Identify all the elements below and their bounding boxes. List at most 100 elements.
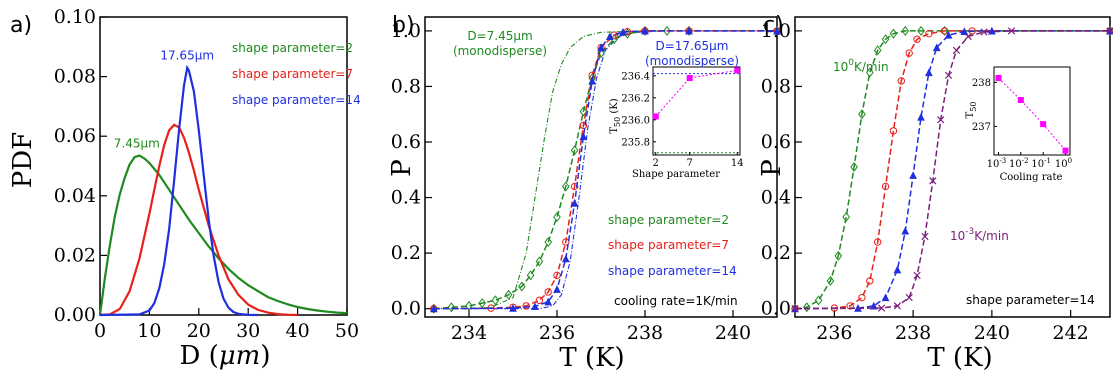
- panel-a-xtick-label: 40: [286, 320, 310, 342]
- panel-b-inset-frame: [652, 66, 741, 156]
- panel-c-inset-xtick-label: 10-1: [1031, 157, 1051, 170]
- panel-c-series-1-marker: [858, 293, 866, 302]
- panel-b-series-4-marker: [544, 297, 553, 306]
- panel-a-xtick-label: 10: [137, 320, 161, 342]
- panel-c-series-1-marker: [897, 77, 906, 85]
- panel-c-ylabel: P: [757, 159, 787, 177]
- panel-b-series-3-marker: [570, 182, 579, 191]
- panel-b-series-2-marker: [641, 25, 649, 36]
- panel-c-series-1-marker: [846, 302, 854, 310]
- panel-b-series-4-marker: [553, 285, 561, 293]
- panel-c-inset-xtick-label: 10-2: [1009, 157, 1029, 170]
- panel-b-series-4-marker: [597, 43, 605, 52]
- panel-c-annotation-rate-fast: 100K/min: [833, 58, 889, 74]
- panel-b-xtick-label: 234: [451, 322, 487, 344]
- panel-b-series-2-marker: [579, 106, 588, 117]
- panel-c-series-3-marker: [878, 304, 886, 312]
- panel-b-legend-sp2: shape parameter=2: [608, 213, 729, 227]
- panel-b-annotation-mono-1765-sub: (monodisperse): [645, 54, 739, 68]
- panel-b-inset-point-marker: [652, 113, 659, 120]
- panel-a-ylabel: PDF: [8, 132, 38, 188]
- panel-b-series-4-marker: [570, 199, 579, 207]
- panel-c-ytick-label: 0.0: [761, 298, 791, 320]
- panel-b-inset-point-marker: [686, 75, 693, 81]
- panel-b-series-3-marker: [579, 121, 588, 130]
- panel-c-inset-xtick-label: 100: [1055, 157, 1072, 170]
- panel-b-series-4-marker: [579, 132, 588, 141]
- panel-c-inset-ytick-label: 238: [972, 78, 991, 89]
- panel-b-legend-sp7: shape parameter=7: [608, 238, 729, 252]
- panel-c-series-0-marker: [826, 275, 835, 286]
- panel-c-series-2-marker: [893, 265, 902, 274]
- panel-b-xtick-label: 236: [539, 322, 575, 344]
- panel-a-annotation-7-45: 7.45μm: [114, 137, 160, 151]
- panel-b-series-2: [433, 30, 777, 310]
- panel-c-series-0-marker: [842, 211, 851, 223]
- panel-b-series-2-marker: [544, 236, 553, 248]
- panel-c-series-2-marker: [909, 171, 917, 179]
- panel-c-series-0-marker: [889, 28, 898, 39]
- panel-c-series-0-marker: [834, 250, 843, 261]
- panel-a-xtick-label: 0: [94, 320, 106, 342]
- panel-a-xlabel: D (μm): [180, 341, 271, 371]
- panel-b-series-2-marker: [429, 303, 438, 314]
- panel-b-inset-xtick-label: 2: [653, 158, 659, 169]
- panel-a-annotation-17-65: 17.65μm: [160, 49, 214, 63]
- panel-c-annotation-rate-slow: 10-3K/min: [950, 227, 1009, 243]
- panel-b-ytick-label: 0.8: [391, 75, 421, 97]
- panel-b-annotation-mono-745-sub: (monodisperse): [453, 44, 547, 58]
- panel-a-series-0: [98, 154, 348, 316]
- panel-b-series-4-marker: [429, 304, 438, 313]
- panel-a-xtick-label: 50: [335, 320, 359, 342]
- panel-b-ytick-label: 0.6: [391, 131, 421, 153]
- panel-b-series-3-marker: [553, 271, 561, 280]
- panel-b-series-2-marker: [491, 295, 500, 306]
- panel-b-inset-xlabel: Shape parameter: [632, 169, 720, 180]
- panel-c-series-3-marker: [929, 177, 937, 185]
- panel-b-series-2-marker: [478, 298, 487, 309]
- panel-c-inset-point-marker: [1040, 121, 1047, 128]
- panel-c-ytick-label: 0.4: [761, 187, 791, 209]
- panel-a-legend-sp2: shape parameter=2: [232, 41, 353, 55]
- panel-c-series-1-marker: [940, 27, 949, 35]
- panel-b-series-2-marker: [773, 25, 781, 36]
- panel-b-plot: 234 236 238 240 0.0 0.2 0.4 0.6 0.8 1.0 2 7 14 235.8 2…: [391, 16, 781, 344]
- panel-c-inset-ylabel: T50: [965, 102, 978, 119]
- panel-c-xtick-label: 242: [1052, 322, 1088, 344]
- panel-b-series-1: [433, 30, 777, 310]
- panel-c-xlabel: T (K): [927, 343, 992, 373]
- panel-a-legend-sp14: shape parameter=14: [232, 93, 361, 107]
- panel-b-ytick-label: 0.2: [391, 242, 421, 264]
- panel-c-series-0: [794, 30, 1110, 310]
- panel-a-legend-sp7: shape parameter=7: [232, 67, 353, 81]
- panel-c-series-1-marker: [889, 127, 898, 135]
- panel-c-series-1-marker: [905, 49, 913, 57]
- panel-b-series-2-marker: [561, 181, 570, 192]
- panel-c-series-3-marker: [791, 305, 799, 313]
- panel-c-series-2-marker: [960, 27, 969, 36]
- panel-b-annotation-mono-1765: D=17.65μm: [656, 39, 729, 53]
- panel-b-series-3-marker: [544, 288, 552, 296]
- panel-c-series-1-marker: [866, 277, 874, 285]
- panel-c-xtick-label: 238: [895, 322, 931, 344]
- panel-b-series-2-marker: [553, 211, 561, 223]
- panel-b-series-2-marker: [597, 48, 605, 59]
- panel-label-a: a): [10, 13, 32, 38]
- panel-b-series-0: [433, 30, 777, 310]
- panel-c-ytick-label: 0.2: [761, 242, 791, 264]
- panel-c-series-3-marker: [937, 116, 945, 124]
- panel-b-series-4-marker: [641, 26, 649, 35]
- panel-b-inset-ytick-label: 235.8: [621, 137, 650, 148]
- panel-c-series-0-marker: [802, 302, 811, 313]
- panel-c-ytick-label: 0.8: [761, 75, 791, 97]
- panel-c-series-3-marker: [1007, 27, 1016, 35]
- panel-c-series-0-marker: [940, 25, 949, 36]
- panel-c-series-1-marker: [925, 29, 933, 38]
- panel-c-series-0-marker: [850, 161, 858, 173]
- panel-b-legend-sp14: shape parameter=14: [608, 264, 737, 278]
- panel-c-series-3-marker: [980, 28, 988, 36]
- panel-c-series-2-marker: [944, 30, 953, 39]
- panel-b-series-4-marker: [588, 76, 597, 85]
- panel-a-plot: 0 10 20 30 40 50 0.00 0.02 0.04 0.06 0.08 0.10: [54, 6, 359, 342]
